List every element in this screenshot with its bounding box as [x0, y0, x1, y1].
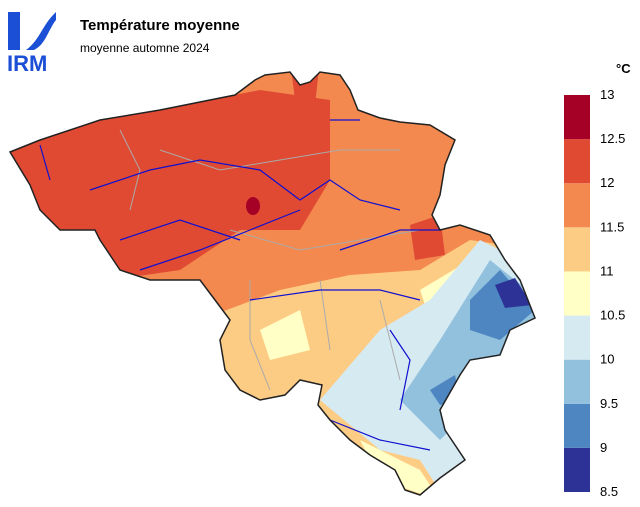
- legend-label: 8.5: [600, 484, 618, 499]
- temperature-map: [10, 72, 535, 495]
- legend-swatch: [564, 403, 590, 448]
- legend-swatch: [564, 315, 590, 360]
- legend-swatch: [564, 359, 590, 404]
- legend-label: 12: [600, 175, 614, 190]
- legend-label: 10.5: [600, 308, 625, 323]
- logo-text: IRM: [7, 51, 47, 76]
- legend-label: 11.5: [600, 219, 624, 234]
- legend-label: 9: [600, 440, 607, 455]
- legend-label: 11: [600, 263, 614, 278]
- legend-swatch: [564, 271, 590, 316]
- title: Température moyenne: [80, 17, 240, 34]
- legend-unit: °C: [616, 61, 631, 76]
- legend-swatch: [564, 139, 590, 184]
- legend-label: 10: [600, 352, 614, 367]
- border: [8, 71, 536, 496]
- subtitle: moyenne automne 2024: [80, 41, 210, 55]
- legend-swatch: [564, 227, 590, 272]
- legend-swatch: [564, 447, 590, 492]
- legend-swatch: [564, 183, 590, 228]
- logo: IRM: [7, 12, 56, 76]
- legend-swatch: [564, 95, 590, 140]
- legend-label: 9.5: [600, 396, 618, 411]
- legend-label: 12.5: [600, 131, 625, 146]
- legend-label: 13: [600, 87, 614, 102]
- legend: 8.5 9 9.5 10 10.5 11 11.5 12 12.5 13: [564, 87, 625, 499]
